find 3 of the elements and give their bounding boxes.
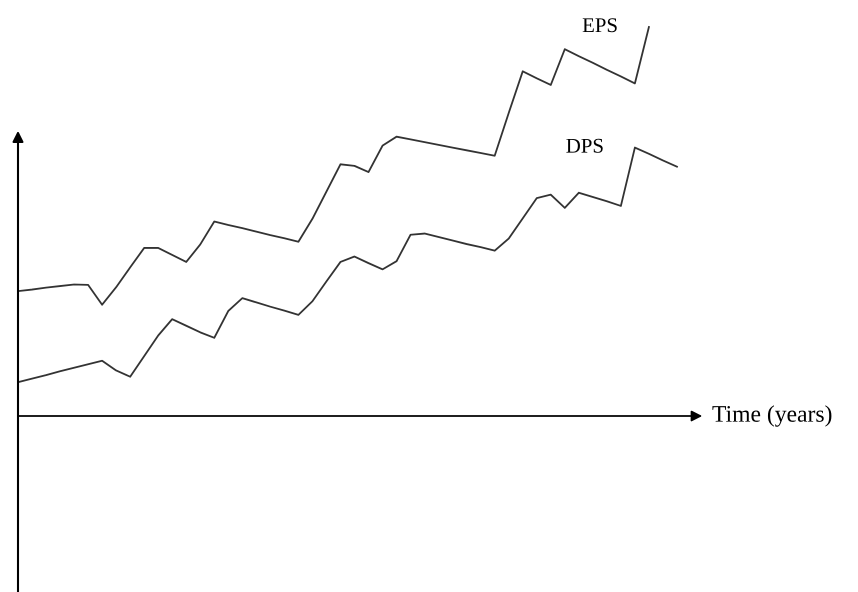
x-axis-title: Time (years) <box>712 405 832 427</box>
series-label: DPS <box>566 138 603 153</box>
series-label: EPS <box>582 18 617 32</box>
